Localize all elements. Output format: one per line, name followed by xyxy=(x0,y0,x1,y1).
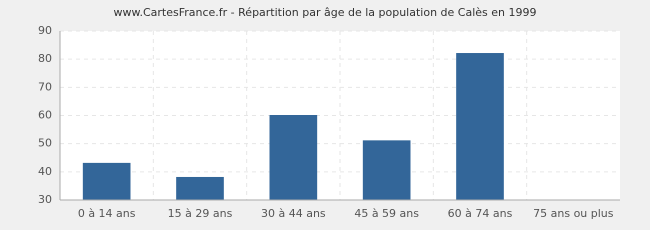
y-tick-label: 30 xyxy=(38,193,52,206)
y-tick-label: 90 xyxy=(38,24,52,37)
bar xyxy=(456,53,504,201)
x-tick-label: 45 à 59 ans xyxy=(354,207,419,220)
x-tick-label: 15 à 29 ans xyxy=(168,207,233,220)
bar xyxy=(269,115,318,201)
y-tick-label: 60 xyxy=(38,109,52,122)
y-tick-label: 70 xyxy=(38,80,52,93)
x-tick-label: 30 à 44 ans xyxy=(261,207,326,220)
x-tick-label: 0 à 14 ans xyxy=(78,207,136,220)
chart: www.CartesFrance.fr - Répartition par âg… xyxy=(0,0,650,230)
bar xyxy=(82,162,131,201)
y-tick-label: 80 xyxy=(38,52,52,65)
x-tick-label: 60 à 74 ans xyxy=(448,207,513,220)
page: www.CartesFrance.fr - Répartition par âg… xyxy=(0,0,650,230)
bar xyxy=(176,176,224,201)
bar xyxy=(362,140,411,201)
chart-title: www.CartesFrance.fr - Répartition par âg… xyxy=(113,6,536,19)
x-tick-label: 75 ans ou plus xyxy=(533,207,614,220)
y-tick-label: 40 xyxy=(38,165,52,178)
y-tick-label: 50 xyxy=(38,137,52,150)
